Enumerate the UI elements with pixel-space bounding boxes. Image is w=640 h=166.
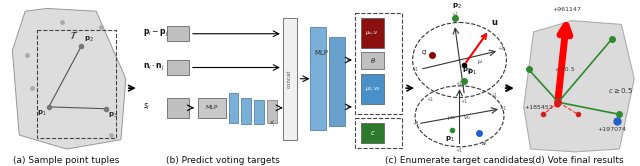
Text: +1: +1 bbox=[426, 97, 433, 102]
Text: $\mathbf{p}_1$: $\mathbf{p}_1$ bbox=[37, 109, 47, 118]
Bar bbox=[329, 37, 345, 126]
Text: (a) Sample point tuples: (a) Sample point tuples bbox=[13, 156, 120, 165]
Text: $\mathbf{n}_i \cdot \mathbf{n}_j$: $\mathbf{n}_i \cdot \mathbf{n}_j$ bbox=[143, 62, 164, 73]
Text: $v_0$: $v_0$ bbox=[463, 114, 472, 122]
Bar bbox=[241, 97, 252, 124]
Text: $\mathbf{p}_1$: $\mathbf{p}_1$ bbox=[467, 68, 477, 77]
Bar bbox=[198, 97, 225, 118]
Bar bbox=[167, 60, 189, 75]
Text: +1: +1 bbox=[497, 46, 504, 51]
Text: $\mathbf{p}_2$: $\mathbf{p}_2$ bbox=[461, 66, 471, 75]
Bar bbox=[361, 123, 385, 143]
Polygon shape bbox=[524, 21, 634, 152]
Text: +1: +1 bbox=[499, 106, 507, 111]
Text: MLP: MLP bbox=[205, 105, 218, 110]
Bar bbox=[267, 100, 277, 123]
Bar bbox=[310, 27, 326, 130]
Text: $\mathcal{T}$: $\mathcal{T}$ bbox=[70, 29, 79, 41]
Text: $s_i'$: $s_i'$ bbox=[269, 118, 275, 128]
Bar bbox=[167, 26, 189, 41]
Text: +1: +1 bbox=[490, 93, 498, 98]
Text: $\mathbf{p}_1$: $\mathbf{p}_1$ bbox=[445, 135, 454, 144]
Bar bbox=[361, 52, 385, 69]
Bar bbox=[254, 100, 264, 124]
Text: $\mu_u, v$: $\mu_u, v$ bbox=[365, 29, 380, 37]
Text: $\mu$: $\mu$ bbox=[477, 58, 483, 66]
Bar bbox=[355, 118, 403, 148]
Text: $\mathbf{u}$: $\mathbf{u}$ bbox=[491, 18, 499, 27]
Bar bbox=[361, 74, 385, 104]
Text: $\mu_0$: $\mu_0$ bbox=[447, 114, 456, 122]
Text: +1: +1 bbox=[456, 148, 463, 153]
Text: $\mu_0, v_0$: $\mu_0, v_0$ bbox=[365, 85, 381, 93]
Text: $\mathbf{p}_3$: $\mathbf{p}_3$ bbox=[108, 111, 118, 120]
Text: $q$: $q$ bbox=[420, 48, 427, 57]
Text: +1: +1 bbox=[461, 99, 468, 104]
Text: +1: +1 bbox=[456, 81, 463, 86]
Text: $c < 0.5$: $c < 0.5$ bbox=[555, 65, 575, 73]
Text: $\mathbf{p}_2$: $\mathbf{p}_2$ bbox=[84, 35, 94, 44]
Text: +961147: +961147 bbox=[552, 7, 581, 12]
Bar bbox=[228, 93, 238, 123]
Text: concat: concat bbox=[287, 70, 292, 88]
Bar bbox=[167, 97, 189, 118]
Text: $\theta$: $\theta$ bbox=[369, 56, 376, 65]
Text: MLP: MLP bbox=[314, 50, 328, 56]
Text: $c$: $c$ bbox=[370, 129, 376, 137]
Text: (c) Enumerate target candidates: (c) Enumerate target candidates bbox=[385, 156, 534, 165]
Text: $s_i$: $s_i$ bbox=[143, 102, 150, 112]
Bar bbox=[283, 18, 296, 140]
Text: $a$: $a$ bbox=[481, 140, 486, 147]
Text: (d) Vote final results: (d) Vote final results bbox=[532, 156, 624, 165]
Text: +1: +1 bbox=[412, 67, 419, 72]
Bar bbox=[37, 30, 116, 138]
Text: +197074: +197074 bbox=[598, 127, 627, 132]
Text: +1: +1 bbox=[412, 121, 420, 126]
Bar bbox=[355, 13, 403, 114]
Text: +185452: +185452 bbox=[525, 105, 554, 110]
Text: $\mathbf{p}_i - \mathbf{p}_j$: $\mathbf{p}_i - \mathbf{p}_j$ bbox=[143, 28, 168, 39]
Bar bbox=[361, 18, 385, 48]
Polygon shape bbox=[12, 8, 126, 149]
Text: $c \geq 0.5$: $c \geq 0.5$ bbox=[607, 86, 632, 95]
Text: $\mathbf{p}_2$: $\mathbf{p}_2$ bbox=[452, 2, 461, 11]
Text: +1: +1 bbox=[451, 12, 458, 17]
Text: (b) Predict voting targets: (b) Predict voting targets bbox=[166, 156, 280, 165]
